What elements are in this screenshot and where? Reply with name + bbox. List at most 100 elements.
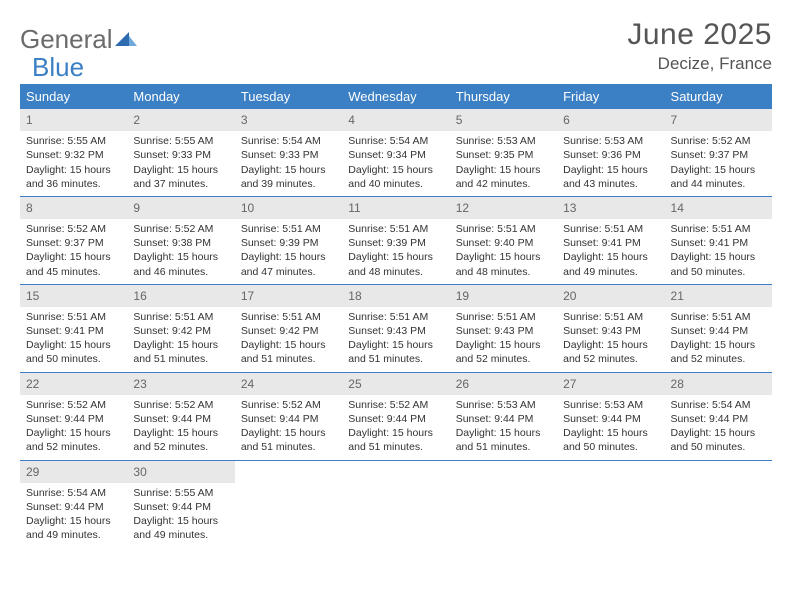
daylight-text: Daylight: 15 hours [241, 163, 336, 177]
daylight-text: and 45 minutes. [26, 265, 121, 279]
sunrise-text: Sunrise: 5:53 AM [563, 398, 658, 412]
daylight-text: Daylight: 15 hours [133, 338, 228, 352]
calendar-cell: 8Sunrise: 5:52 AMSunset: 9:37 PMDaylight… [20, 196, 127, 284]
month-title: June 2025 [627, 18, 772, 52]
sunset-text: Sunset: 9:40 PM [456, 236, 551, 250]
day-body: Sunrise: 5:51 AMSunset: 9:41 PMDaylight:… [557, 219, 664, 284]
daylight-text: Daylight: 15 hours [563, 426, 658, 440]
day-number: 20 [557, 285, 664, 307]
sunset-text: Sunset: 9:41 PM [671, 236, 766, 250]
day-body: Sunrise: 5:52 AMSunset: 9:37 PMDaylight:… [665, 131, 772, 196]
daylight-text: and 49 minutes. [133, 528, 228, 542]
calendar-cell: 11Sunrise: 5:51 AMSunset: 9:39 PMDayligh… [342, 196, 449, 284]
daylight-text: and 48 minutes. [456, 265, 551, 279]
day-number: 25 [342, 373, 449, 395]
daylight-text: and 43 minutes. [563, 177, 658, 191]
sunset-text: Sunset: 9:41 PM [26, 324, 121, 338]
calendar-cell: 3Sunrise: 5:54 AMSunset: 9:33 PMDaylight… [235, 109, 342, 196]
day-body: Sunrise: 5:51 AMSunset: 9:43 PMDaylight:… [557, 307, 664, 372]
day-body: Sunrise: 5:52 AMSunset: 9:44 PMDaylight:… [127, 395, 234, 460]
day-header: Friday [557, 84, 664, 109]
sunrise-text: Sunrise: 5:52 AM [348, 398, 443, 412]
day-body: Sunrise: 5:52 AMSunset: 9:37 PMDaylight:… [20, 219, 127, 284]
day-body: Sunrise: 5:51 AMSunset: 9:43 PMDaylight:… [342, 307, 449, 372]
title-block: June 2025 Decize, France [627, 18, 772, 74]
daylight-text: and 46 minutes. [133, 265, 228, 279]
daylight-text: Daylight: 15 hours [133, 426, 228, 440]
daylight-text: Daylight: 15 hours [348, 163, 443, 177]
calendar-cell: 23Sunrise: 5:52 AMSunset: 9:44 PMDayligh… [127, 372, 234, 460]
sunset-text: Sunset: 9:44 PM [26, 412, 121, 426]
calendar-cell: 9Sunrise: 5:52 AMSunset: 9:38 PMDaylight… [127, 196, 234, 284]
logo: General [20, 18, 137, 55]
daylight-text: and 49 minutes. [26, 528, 121, 542]
sunrise-text: Sunrise: 5:52 AM [241, 398, 336, 412]
calendar-week: 29Sunrise: 5:54 AMSunset: 9:44 PMDayligh… [20, 460, 772, 547]
sunrise-text: Sunrise: 5:52 AM [26, 398, 121, 412]
day-body: Sunrise: 5:51 AMSunset: 9:41 PMDaylight:… [665, 219, 772, 284]
daylight-text: and 50 minutes. [26, 352, 121, 366]
day-number: 19 [450, 285, 557, 307]
calendar-cell: 17Sunrise: 5:51 AMSunset: 9:42 PMDayligh… [235, 284, 342, 372]
sunrise-text: Sunrise: 5:51 AM [348, 222, 443, 236]
day-number: 16 [127, 285, 234, 307]
day-number: 4 [342, 109, 449, 131]
day-body: Sunrise: 5:52 AMSunset: 9:38 PMDaylight:… [127, 219, 234, 284]
calendar-cell: .. [665, 460, 772, 547]
sunrise-text: Sunrise: 5:51 AM [241, 310, 336, 324]
day-number: 7 [665, 109, 772, 131]
calendar-week: 8Sunrise: 5:52 AMSunset: 9:37 PMDaylight… [20, 196, 772, 284]
day-number: 22 [20, 373, 127, 395]
daylight-text: Daylight: 15 hours [456, 163, 551, 177]
sunset-text: Sunset: 9:38 PM [133, 236, 228, 250]
sunset-text: Sunset: 9:44 PM [563, 412, 658, 426]
sunset-text: Sunset: 9:41 PM [563, 236, 658, 250]
day-number: 8 [20, 197, 127, 219]
sunset-text: Sunset: 9:44 PM [133, 500, 228, 514]
day-header: Thursday [450, 84, 557, 109]
daylight-text: Daylight: 15 hours [241, 250, 336, 264]
calendar-cell: .. [235, 460, 342, 547]
daylight-text: Daylight: 15 hours [26, 514, 121, 528]
day-body: Sunrise: 5:51 AMSunset: 9:41 PMDaylight:… [20, 307, 127, 372]
sunset-text: Sunset: 9:43 PM [563, 324, 658, 338]
sunrise-text: Sunrise: 5:51 AM [563, 310, 658, 324]
day-body: Sunrise: 5:51 AMSunset: 9:39 PMDaylight:… [342, 219, 449, 284]
daylight-text: and 47 minutes. [241, 265, 336, 279]
sunrise-text: Sunrise: 5:54 AM [241, 134, 336, 148]
day-header: Saturday [665, 84, 772, 109]
day-body: Sunrise: 5:54 AMSunset: 9:44 PMDaylight:… [20, 483, 127, 548]
daylight-text: and 39 minutes. [241, 177, 336, 191]
calendar-cell: .. [342, 460, 449, 547]
daylight-text: and 49 minutes. [563, 265, 658, 279]
calendar-cell: 21Sunrise: 5:51 AMSunset: 9:44 PMDayligh… [665, 284, 772, 372]
daylight-text: Daylight: 15 hours [241, 426, 336, 440]
sunset-text: Sunset: 9:44 PM [671, 412, 766, 426]
day-number: 26 [450, 373, 557, 395]
sunset-text: Sunset: 9:43 PM [456, 324, 551, 338]
sunset-text: Sunset: 9:44 PM [671, 324, 766, 338]
sunset-text: Sunset: 9:44 PM [241, 412, 336, 426]
day-header: Tuesday [235, 84, 342, 109]
calendar-head: SundayMondayTuesdayWednesdayThursdayFrid… [20, 84, 772, 109]
day-number: 5 [450, 109, 557, 131]
sunset-text: Sunset: 9:44 PM [348, 412, 443, 426]
calendar-cell: 10Sunrise: 5:51 AMSunset: 9:39 PMDayligh… [235, 196, 342, 284]
sunrise-text: Sunrise: 5:54 AM [26, 486, 121, 500]
sunset-text: Sunset: 9:33 PM [133, 148, 228, 162]
calendar-cell: 13Sunrise: 5:51 AMSunset: 9:41 PMDayligh… [557, 196, 664, 284]
daylight-text: and 52 minutes. [671, 352, 766, 366]
sunrise-text: Sunrise: 5:52 AM [133, 222, 228, 236]
calendar-cell: 27Sunrise: 5:53 AMSunset: 9:44 PMDayligh… [557, 372, 664, 460]
day-number: 1 [20, 109, 127, 131]
calendar-week: 15Sunrise: 5:51 AMSunset: 9:41 PMDayligh… [20, 284, 772, 372]
daylight-text: and 52 minutes. [563, 352, 658, 366]
sunset-text: Sunset: 9:39 PM [348, 236, 443, 250]
sunrise-text: Sunrise: 5:52 AM [26, 222, 121, 236]
day-number: 15 [20, 285, 127, 307]
daylight-text: and 37 minutes. [133, 177, 228, 191]
calendar-week: 1Sunrise: 5:55 AMSunset: 9:32 PMDaylight… [20, 109, 772, 196]
calendar-cell: 29Sunrise: 5:54 AMSunset: 9:44 PMDayligh… [20, 460, 127, 547]
daylight-text: and 51 minutes. [241, 352, 336, 366]
sunset-text: Sunset: 9:44 PM [456, 412, 551, 426]
